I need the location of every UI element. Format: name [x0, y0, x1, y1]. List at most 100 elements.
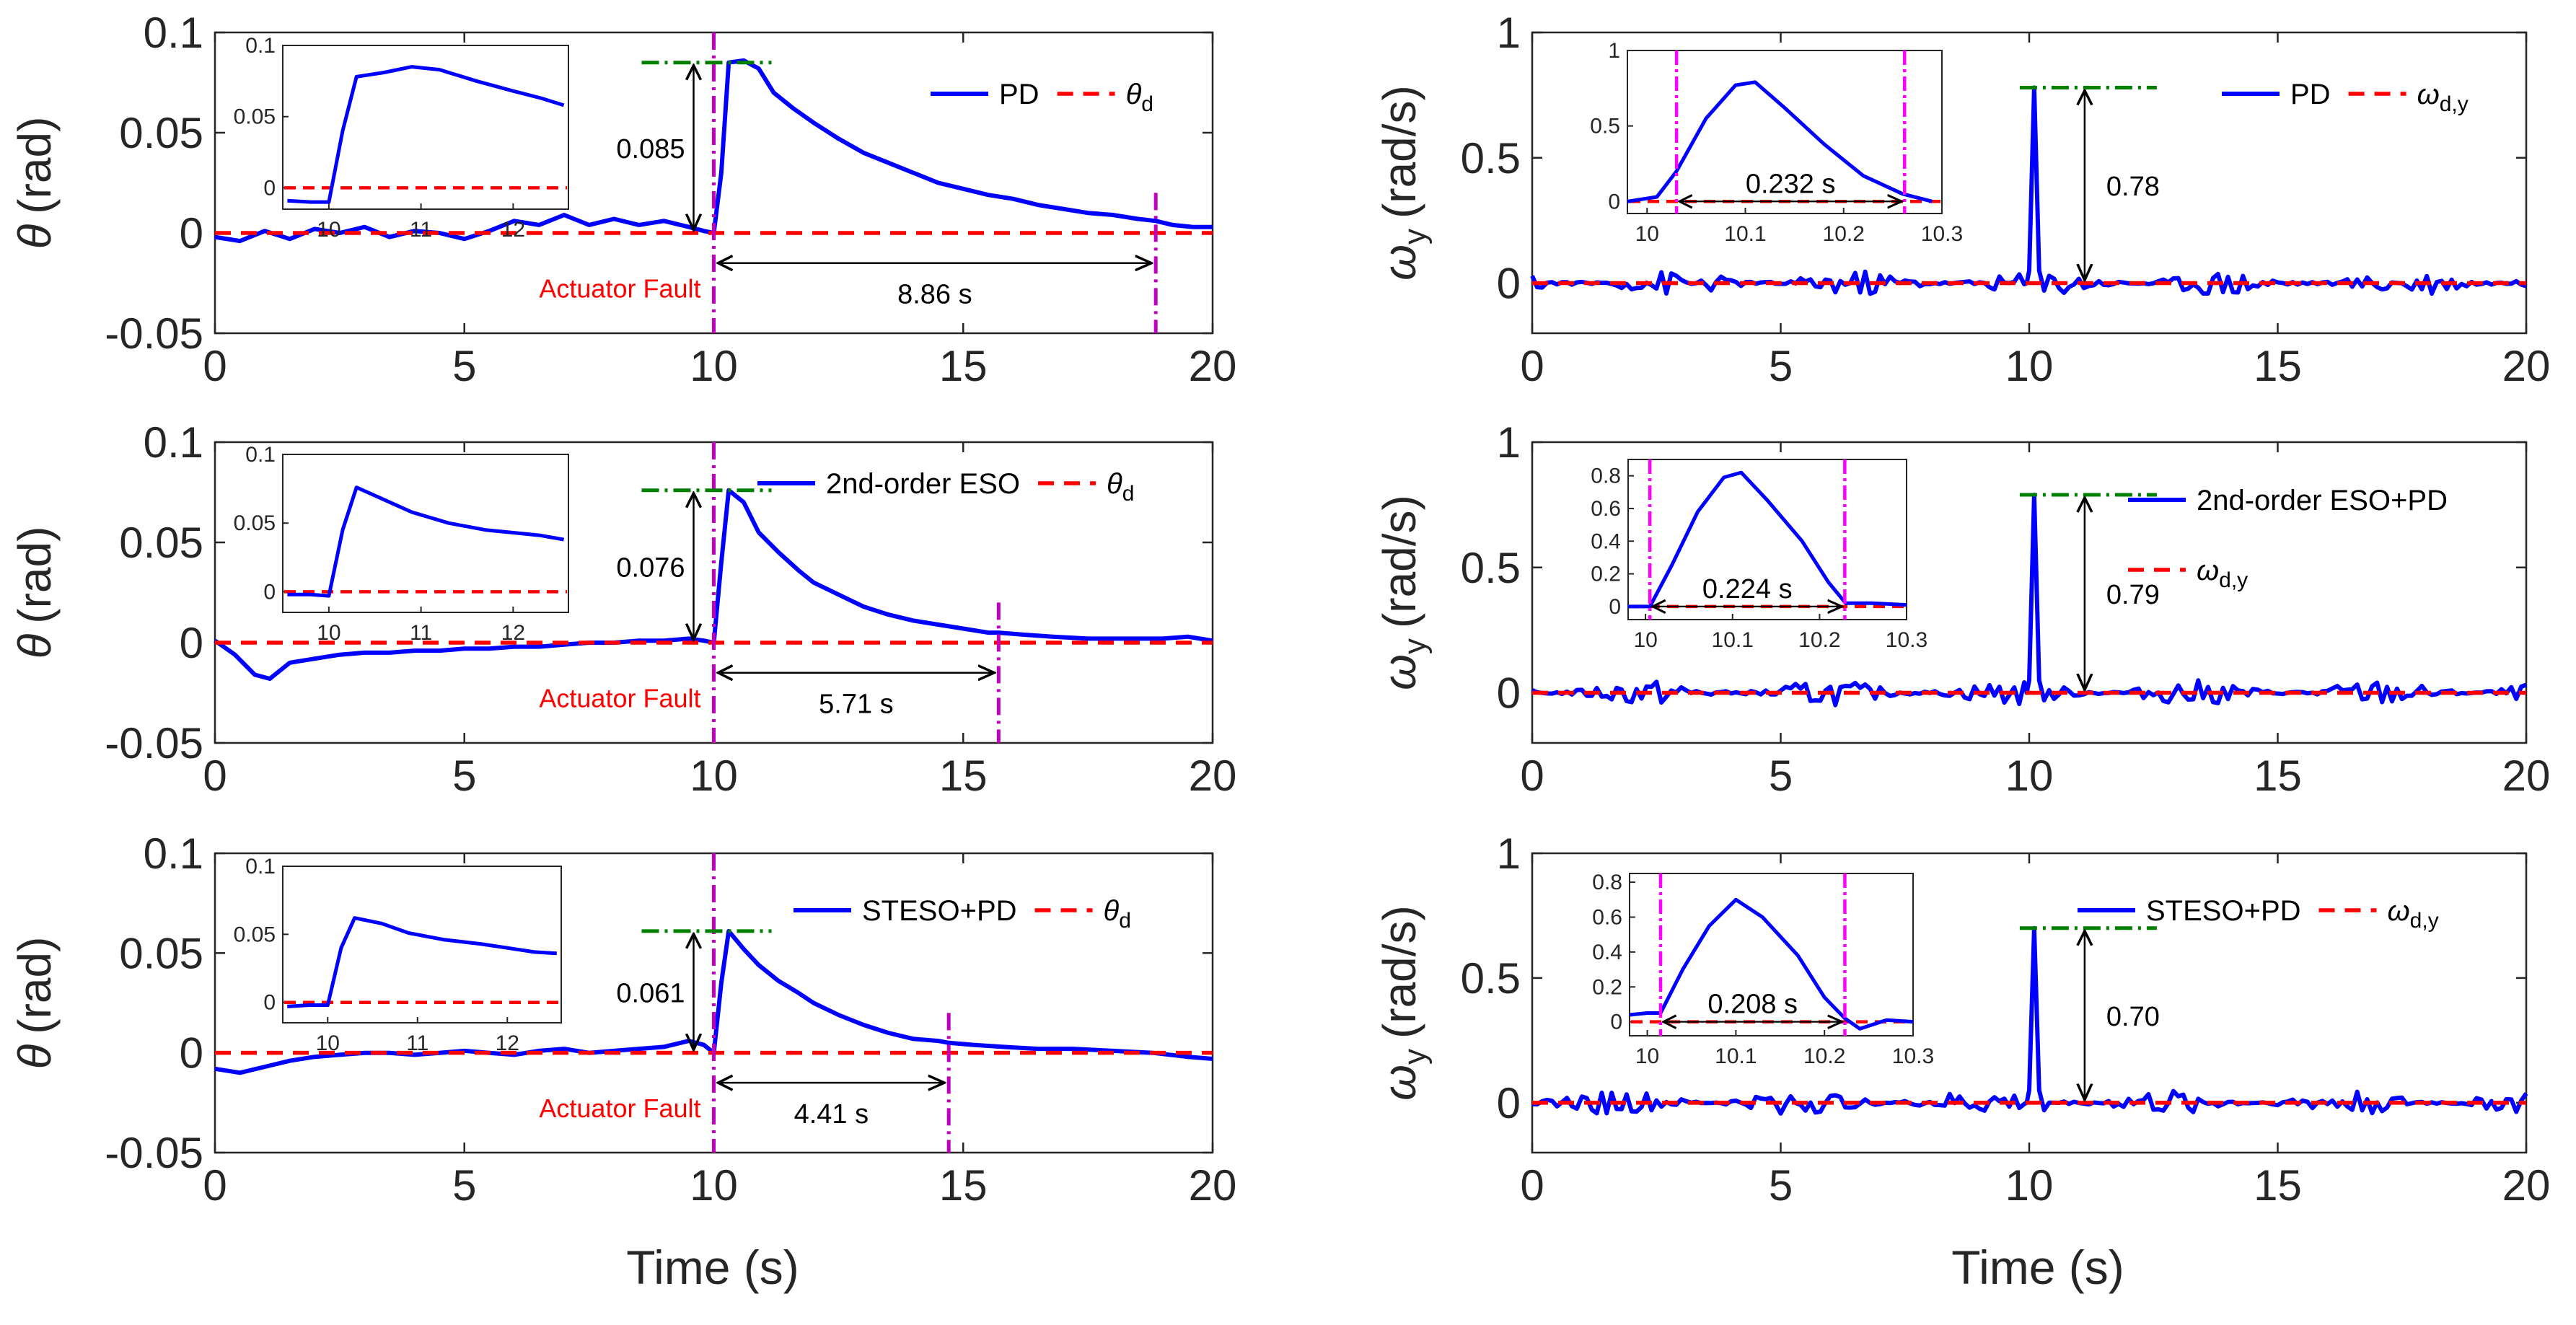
inset-x-tick-label: 10.2 [1823, 222, 1865, 246]
x-tick-label: 10 [2005, 342, 2054, 390]
inset-signal-line [1628, 470, 1907, 609]
inset-y-tick-label: 0 [1610, 1011, 1622, 1034]
inset-x-tick-label: 10.1 [1715, 1044, 1757, 1068]
inset-y-tick-label: 0.8 [1591, 465, 1621, 488]
inset-y-tick-label: 0.8 [1592, 871, 1622, 894]
peak-value-label: 0.076 [616, 553, 685, 583]
legend-reference-label: θd [1126, 79, 1153, 116]
legend: STESO+PD θd [794, 895, 1131, 933]
x-tick-label: 5 [1769, 752, 1793, 800]
inset-signal-line [287, 65, 565, 204]
y-axis-label-symbol: θ [9, 1044, 61, 1069]
inset-y-tick-label: 0.05 [234, 511, 276, 535]
inset-y-tick-label: 0.1 [245, 443, 276, 467]
y-axis-label: θ (rad) [9, 117, 61, 250]
x-tick-label: 20 [2502, 342, 2551, 390]
settling-time-label: 8.86 s [897, 280, 972, 310]
y-tick-label: -0.05 [105, 1129, 203, 1177]
legend-signal-label: STESO+PD [862, 895, 1017, 927]
y-tick-label: 0.5 [1461, 544, 1521, 592]
y-axis-label-symbol: ω [1373, 654, 1425, 690]
x-tick-label: 10 [690, 752, 738, 800]
inset-x-tick-label: 11 [406, 1031, 428, 1055]
inset-y-tick-label: 0 [1609, 595, 1621, 619]
legend-reference-subscript: d,y [2440, 92, 2469, 116]
inset-x-tick-label: 10.3 [1886, 628, 1927, 652]
legend-reference-label: ωd,y [2197, 555, 2248, 592]
inset-x-tick-label: 11 [410, 621, 432, 645]
inset-x-tick-label: 12 [501, 218, 525, 242]
legend-reference-subscript: d [1122, 482, 1135, 506]
legend-reference-symbol: ω [2417, 79, 2440, 110]
inset-y-tick-label: 0.6 [1591, 497, 1621, 521]
x-tick-label: 5 [452, 1161, 476, 1210]
legend: PD ωd,y [2222, 79, 2469, 116]
legend-reference-symbol: θ [1104, 895, 1120, 927]
y-tick-label: 0.5 [1461, 134, 1521, 182]
legend-reference-label: θd [1104, 895, 1131, 933]
x-tick-label: 5 [1769, 1161, 1793, 1210]
y-axis-label-symbol: θ [9, 224, 61, 249]
legend: STESO+PD ωd,y [2078, 895, 2439, 933]
y-tick-label: 0.5 [1461, 954, 1521, 1003]
legend: 2nd-order ESO+PD ωd,y [2128, 485, 2448, 592]
y-tick-label: 0 [180, 1029, 203, 1078]
inset-y-tick-label: 0 [1608, 190, 1620, 214]
peak-value-label: 0.70 [2106, 1002, 2160, 1032]
y-axis-label: θ (rad) [9, 937, 61, 1070]
y-tick-label: 0.05 [119, 109, 203, 157]
inset-frame [282, 45, 569, 210]
inset-frame [1629, 873, 1914, 1036]
x-tick-label: 10 [690, 342, 738, 390]
inset-interval-label: 0.208 s [1707, 990, 1798, 1020]
x-tick-label: 20 [1189, 1161, 1237, 1210]
y-tick-label: 0 [180, 209, 203, 257]
inset-y-tick-label: 0.2 [1591, 563, 1621, 586]
x-tick-label: 20 [1189, 342, 1237, 390]
legend-signal-label: STESO+PD [2146, 895, 2301, 927]
legend-reference-label: ωd,y [2388, 895, 2439, 933]
inset-signal-line [287, 485, 565, 598]
inset-x-tick-label: 11 [410, 218, 432, 242]
inset-y-tick-label: 1 [1608, 39, 1620, 63]
legend-signal-label: PD [999, 79, 1039, 110]
y-axis-label-unit: (rad) [9, 527, 61, 624]
legend-reference-subscript: d,y [2219, 568, 2248, 592]
y-tick-label: 1 [1497, 418, 1521, 467]
y-axis-label-unit: (rad/s) [1373, 495, 1425, 628]
y-tick-label: -0.05 [105, 309, 203, 358]
inset-x-tick-label: 12 [501, 621, 525, 645]
x-tick-label: 15 [939, 342, 988, 390]
inset-signal-line [287, 916, 557, 1008]
x-tick-label: 0 [1520, 342, 1544, 390]
y-tick-label: 0 [1497, 1079, 1521, 1127]
inset-chart: 10 11 12 0 0.05 0.1 [234, 34, 569, 242]
inset-chart: 10 10.1 10.2 10.3 0 0.2 0.4 0.6 0.8 0.208 s [1592, 871, 1934, 1068]
y-axis-label: θ (rad) [9, 527, 61, 659]
inset-y-tick-label: 0.05 [234, 923, 276, 946]
legend: PD θd [931, 79, 1153, 116]
y-tick-label: 0.05 [119, 519, 203, 567]
inset-y-tick-label: 0.5 [1590, 115, 1620, 138]
inset-signal-line [1627, 80, 1933, 203]
inset-y-tick-label: 0 [263, 176, 276, 200]
x-tick-label: 20 [2502, 1161, 2551, 1210]
y-tick-label: 0.1 [144, 829, 203, 878]
x-tick-label: 0 [1520, 752, 1544, 800]
y-tick-label: 0 [1497, 260, 1521, 308]
inset-interval-label: 0.224 s [1702, 574, 1793, 604]
inset-y-tick-label: 0.4 [1592, 941, 1622, 964]
x-tick-label: 15 [939, 1161, 988, 1210]
inset-x-tick-label: 10 [1635, 1044, 1659, 1068]
inset-x-tick-label: 10.1 [1724, 222, 1766, 246]
x-tick-label: 10 [2005, 1161, 2054, 1210]
legend-reference-symbol: θ [1126, 79, 1142, 110]
x-axis-label-left: Time (s) [626, 1241, 799, 1294]
inset-x-tick-label: 10.3 [1921, 222, 1963, 246]
peak-value-label: 0.78 [2106, 172, 2160, 202]
inset-x-tick-label: 10.2 [1798, 628, 1840, 652]
inset-chart: 10 11 12 0 0.05 0.1 [234, 443, 569, 645]
y-tick-label: 0.1 [144, 418, 203, 467]
